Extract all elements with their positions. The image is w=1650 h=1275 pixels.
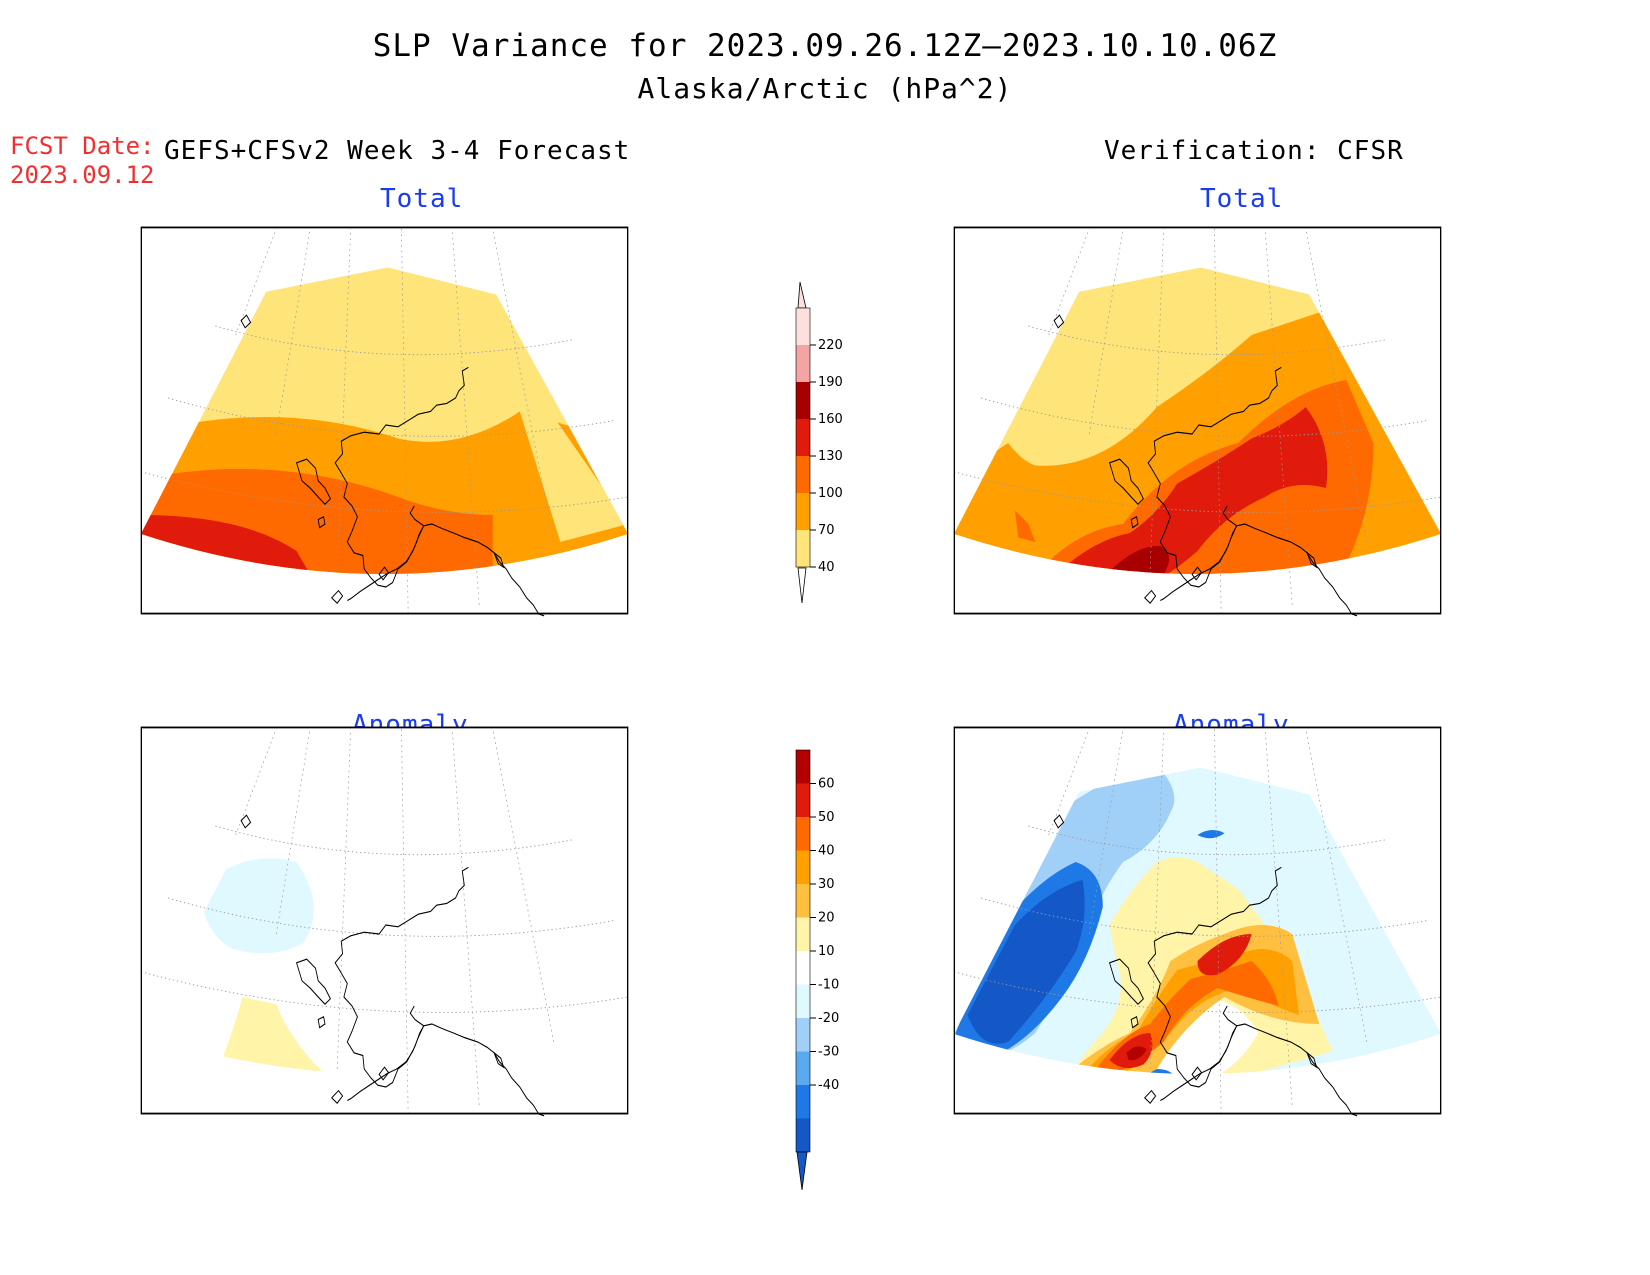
colorbar-tick-label: -20 [818,1011,839,1026]
colorbar-bin [796,884,810,918]
anomaly-colorbar-ticks: 60 50 40 30 20 10 -10 -20 -30 -40 [810,777,839,1093]
colorbar-tick-label: 20 [818,911,835,926]
colorbar-tick-label: 50 [818,810,835,825]
sub-title: Alaska/Arctic (hPa^2) [637,72,1013,105]
colorbar-bin [796,850,810,884]
total-colorbar: 220 190 160 130 100 70 40 [795,281,843,604]
colorbar-tick-label: 40 [818,844,835,859]
colorbar-tick-label: -30 [818,1045,839,1060]
forecast-date-label: FCST Date: [10,132,155,160]
total-colorbar-ticks: 220 190 160 130 100 70 40 [810,338,843,575]
colorbar-frame [795,307,811,568]
panel-label-verification-total: Total [1200,184,1284,214]
colorbar-bin [796,456,810,493]
colorbar-bin [796,419,810,456]
colorbar-tick-label: 220 [818,338,843,353]
colorbar-tick-label: -10 [818,978,839,993]
panel-label-forecast-total: Total [380,184,464,214]
colorbar-tick-label: 10 [818,944,835,959]
colorbar-bin [796,1085,810,1119]
colorbar-tick-label: -40 [818,1078,839,1093]
colorbar-bin [796,1018,810,1052]
total-colorbar-top-triangle [797,281,807,309]
total-colorbar-bins [795,307,811,568]
colorbar-bin [796,308,810,345]
verification-total-130-160-fill [1035,407,1328,574]
verification-anomaly-map [953,726,1442,1117]
colorbar-bin [796,951,810,985]
colorbar-bin [796,984,810,1018]
colorbar-tick-label: 100 [818,486,843,501]
total-colorbar-bottom-triangle [797,567,807,604]
colorbar-tick-label: 60 [818,777,835,792]
verification-column-header: Verification: CFSR [1104,136,1404,166]
anomaly-colorbar: 60 50 40 30 20 10 -10 -20 -30 -40 [795,749,839,1191]
forecast-anomaly-map [140,726,629,1117]
colorbar-bin [796,530,810,567]
forecast-total-100-130-fill [141,468,493,574]
anomaly-colorbar-bins [795,749,811,1153]
colorbar-bin [796,493,810,530]
forecast-anomaly-negative-fill [201,858,314,954]
colorbar-bin [796,1051,810,1085]
colorbar-tick-label: 70 [818,523,835,538]
colorbar-tick-label: 160 [818,412,843,427]
colorbar-bin [796,750,810,784]
main-title: SLP Variance for 2023.09.26.12Z–2023.10.… [372,28,1278,64]
forecast-total-map [140,226,629,617]
colorbar-bin [796,917,810,951]
forecast-date-value: 2023.09.12 [10,161,155,189]
colorbar-tick-label: 190 [818,375,843,390]
colorbar-tick-label: 30 [818,877,835,892]
colorbar-bin [796,1118,810,1152]
anomaly-colorbar-bottom-triangle [796,1151,808,1191]
forecast-column-header: GEFS+CFSv2 Week 3-4 Forecast [164,136,631,166]
forecast-anomaly-positive-fill [215,997,426,1074]
colorbar-tick-label: 40 [818,560,835,575]
verification-total-map [953,226,1442,617]
forecast-total-east-40-70-fill [519,407,628,542]
verification-anomaly-60-fill [1126,1046,1147,1061]
colorbar-bin [796,382,810,419]
verification-total-160-190-fill [1102,546,1170,574]
forecast-date: FCST Date: 2023.09.12 [10,132,155,190]
verification-anomaly-minus40-fill [967,880,1085,1044]
colorbar-tick-label: 130 [818,449,843,464]
colorbar-bin [796,345,810,382]
colorbar-bin [796,783,810,817]
colorbar-bin [796,817,810,851]
